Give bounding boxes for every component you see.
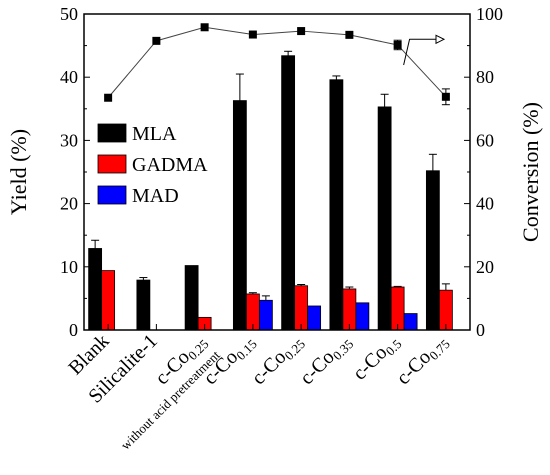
legend-swatch-mad	[97, 185, 127, 205]
bar-mla	[232, 100, 247, 331]
y2-axis-title: Conversion (%)	[518, 102, 543, 242]
bar-mla	[377, 106, 392, 331]
y-tick-label: 0	[69, 320, 78, 340]
legend-label-mad: MAD	[132, 185, 179, 207]
bar-mad	[403, 313, 418, 331]
bar-mla	[88, 248, 103, 331]
bar-mla	[136, 279, 151, 331]
y2-tick-label: 100	[476, 4, 503, 24]
y2-tick-label: 0	[476, 320, 485, 340]
y-tick-label: 30	[60, 130, 78, 150]
plot-area: 01020304050020406080100BlankSilicalite-1…	[60, 4, 503, 453]
conversion-line	[107, 26, 447, 99]
y2-tick-label: 20	[476, 257, 494, 277]
y-tick-label: 40	[60, 67, 78, 87]
legend-swatch-gadma	[97, 154, 127, 174]
bar-mla	[329, 79, 344, 331]
conversion-point	[104, 93, 113, 102]
bar-gadma	[294, 285, 309, 331]
bar-mla	[281, 55, 296, 331]
conversion-point	[345, 30, 354, 39]
conversion-point	[248, 30, 257, 39]
y-tick-label: 50	[60, 4, 78, 24]
bar-gadma	[342, 288, 357, 331]
conversion-point	[393, 40, 402, 49]
x-category-label: c-Co0.35	[296, 330, 357, 391]
conversion-point	[441, 92, 450, 101]
bar-mad	[258, 299, 273, 331]
x-category-label: c-Co0.25	[248, 330, 309, 391]
y-axis-title: Yield (%)	[6, 129, 31, 215]
x-category-label: c-Co0.75	[392, 330, 453, 391]
conversion-point	[200, 23, 209, 32]
conversion-axis-arrow	[403, 38, 436, 66]
legend-label-mla: MLA	[132, 123, 177, 145]
y2-tick-label: 40	[476, 194, 494, 214]
y2-tick-label: 80	[476, 67, 494, 87]
bar-gadma	[390, 286, 405, 331]
y2-tick-label: 60	[476, 130, 494, 150]
conversion-point	[297, 27, 306, 36]
y-tick-label: 10	[60, 257, 78, 277]
arrow-head	[435, 34, 446, 45]
bar-mad	[355, 302, 370, 331]
legend-swatch-mla	[97, 123, 127, 143]
bar-mad	[307, 305, 322, 331]
bar-mla	[425, 170, 440, 331]
conversion-point	[152, 36, 161, 45]
bar-mla	[184, 265, 199, 331]
y-tick-label: 20	[60, 194, 78, 214]
legend-label-gadma: GADMA	[132, 154, 208, 176]
bar-gadma	[101, 270, 116, 331]
